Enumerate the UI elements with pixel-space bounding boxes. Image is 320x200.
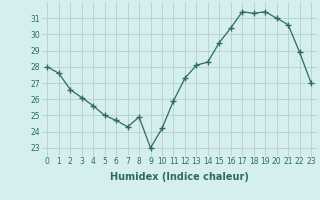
X-axis label: Humidex (Indice chaleur): Humidex (Indice chaleur) [110, 172, 249, 182]
